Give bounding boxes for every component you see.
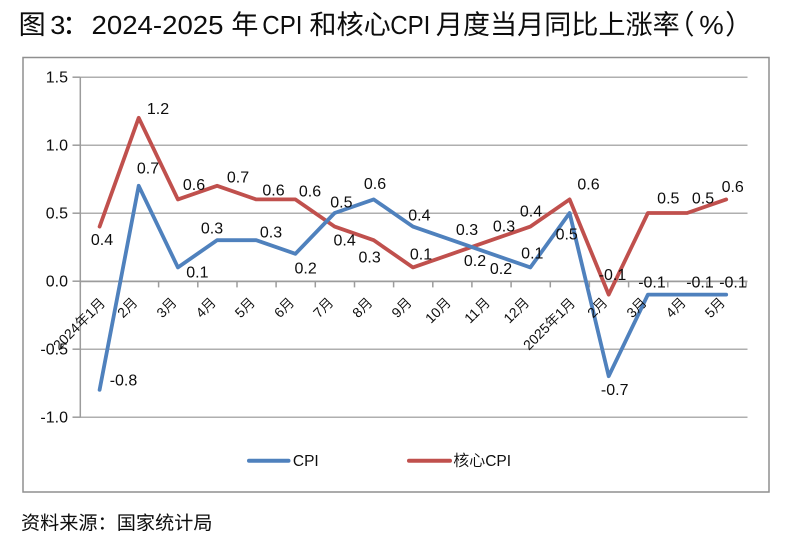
- svg-text:CPI: CPI: [293, 453, 319, 470]
- svg-text:0.4: 0.4: [408, 207, 430, 224]
- svg-text:0.3: 0.3: [456, 222, 478, 239]
- svg-text:0.7: 0.7: [137, 161, 159, 178]
- svg-text:-0.5: -0.5: [40, 342, 68, 359]
- svg-text:0.0: 0.0: [46, 274, 68, 291]
- svg-text:0.2: 0.2: [464, 253, 486, 270]
- svg-text:0.4: 0.4: [91, 232, 113, 249]
- svg-text:0.3: 0.3: [201, 221, 223, 238]
- svg-text:-0.1: -0.1: [719, 275, 747, 292]
- svg-text:0.2: 0.2: [490, 261, 512, 278]
- svg-text:0.4: 0.4: [520, 203, 542, 220]
- svg-text:0.7: 0.7: [227, 170, 249, 187]
- svg-text:-1.0: -1.0: [40, 410, 68, 427]
- svg-text:-0.1: -0.1: [638, 275, 666, 292]
- svg-text:0.3: 0.3: [260, 225, 282, 242]
- svg-text:CPI: CPI: [485, 453, 511, 470]
- svg-text:0.5: 0.5: [692, 190, 714, 207]
- svg-text:3: 3: [50, 12, 65, 40]
- svg-text:0.5: 0.5: [46, 206, 68, 223]
- svg-text:-0.7: -0.7: [601, 382, 629, 399]
- svg-text:0.6: 0.6: [262, 182, 284, 199]
- svg-text:2024-2025: 2024-2025: [92, 12, 224, 40]
- svg-text:0.2: 0.2: [294, 260, 316, 277]
- svg-text:0.6: 0.6: [722, 179, 744, 196]
- svg-text:0.3: 0.3: [493, 219, 515, 236]
- svg-text:CPI: CPI: [262, 12, 302, 40]
- svg-text:-0.1: -0.1: [686, 275, 714, 292]
- svg-text:0.6: 0.6: [364, 176, 386, 193]
- svg-text:-0.1: -0.1: [599, 267, 627, 284]
- svg-text:%: %: [699, 12, 724, 40]
- svg-text:0.6: 0.6: [299, 184, 321, 201]
- svg-text:0.3: 0.3: [358, 249, 380, 266]
- svg-text:1.5: 1.5: [46, 70, 68, 87]
- svg-text:0.5: 0.5: [556, 227, 578, 244]
- svg-text:0.6: 0.6: [577, 177, 599, 194]
- svg-text:1.2: 1.2: [147, 101, 169, 118]
- svg-text:CPI: CPI: [390, 12, 430, 40]
- svg-text:0.1: 0.1: [521, 245, 543, 262]
- svg-text:0.4: 0.4: [333, 232, 355, 249]
- svg-text:0.1: 0.1: [410, 246, 432, 263]
- svg-text:-0.8: -0.8: [110, 373, 138, 390]
- svg-text:0.6: 0.6: [183, 177, 205, 194]
- svg-text:0.5: 0.5: [657, 190, 679, 207]
- svg-text:0.1: 0.1: [186, 265, 208, 282]
- svg-text:1.0: 1.0: [46, 138, 68, 155]
- svg-text:0.5: 0.5: [330, 195, 352, 212]
